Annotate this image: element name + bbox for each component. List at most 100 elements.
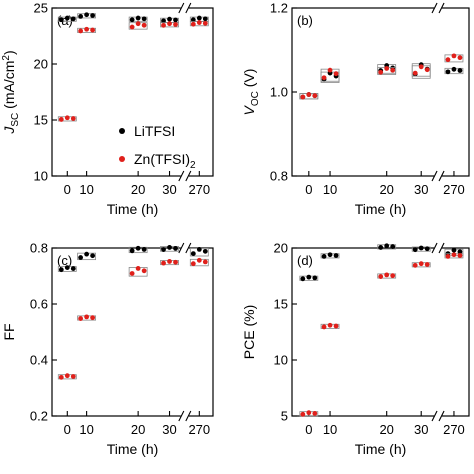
data-point-zntfsi: [306, 92, 312, 97]
data-point-litfsi: [321, 254, 327, 259]
data-point-litfsi: [202, 248, 208, 254]
data-point-litfsi: [384, 243, 390, 249]
top-axis-break-gap: [180, 3, 189, 13]
x-tick-label: 10: [323, 182, 337, 197]
bottom-axis-break-gap: [180, 411, 189, 421]
x-tick-label: 30: [414, 182, 428, 197]
data-point-zntfsi: [173, 22, 178, 27]
data-point-zntfsi: [202, 259, 208, 265]
data-point-litfsi: [327, 252, 333, 258]
data-point-zntfsi: [412, 262, 418, 268]
data-point-litfsi: [84, 251, 90, 257]
axis-break-mark: [438, 410, 445, 422]
data-point-zntfsi: [321, 75, 327, 81]
data-point-zntfsi: [190, 261, 196, 267]
x-tick-label: 20: [379, 182, 393, 197]
axis-break-mark: [178, 2, 185, 14]
panel-b: 0.8 1.0 1.2 0 10 20 30 270 Time (h) VOC (V) (b): [241, 1, 470, 217]
data-point-litfsi: [424, 246, 430, 252]
top-axis-break-gap: [180, 243, 189, 253]
data-point-zntfsi: [300, 411, 306, 417]
panel-d: 5 10 15 20 0 10 20 30 270 Time (h) PCE (%) (d): [241, 241, 470, 457]
y-tick-label: 15: [274, 297, 288, 312]
data-point-zntfsi: [451, 53, 457, 59]
data-point-zntfsi: [300, 94, 306, 100]
data-point-litfsi: [457, 249, 463, 255]
data-point-litfsi: [64, 265, 70, 270]
data-point-zntfsi: [129, 271, 135, 276]
data-point-litfsi: [64, 15, 70, 21]
data-point-litfsi: [167, 245, 172, 250]
x-tick-label: 0: [305, 182, 312, 197]
y-tick-label: 20: [274, 241, 288, 256]
data-point-zntfsi: [306, 410, 312, 416]
data-point-zntfsi: [58, 374, 64, 380]
y-tick-label: 10: [274, 353, 288, 368]
x-tick-label: 270: [443, 422, 465, 437]
plot-frame: [291, 7, 470, 177]
data-point-zntfsi: [141, 22, 147, 28]
panel-label: (d): [297, 253, 313, 268]
data-point-litfsi: [333, 253, 339, 258]
data-point-zntfsi: [135, 266, 141, 271]
axis-break-mark: [178, 170, 185, 182]
axis-break-mark: [178, 410, 185, 422]
y-tick-label: 0.8: [270, 169, 288, 184]
legend-marker: [119, 128, 125, 134]
data-point-zntfsi: [424, 262, 430, 267]
x-tick-label: 270: [188, 422, 210, 437]
data-point-litfsi: [141, 247, 147, 252]
data-point-litfsi: [135, 15, 141, 21]
y-tick-label: 1.2: [270, 1, 288, 16]
y-axis-label: PCE (%): [241, 305, 257, 359]
data-point-zntfsi: [390, 67, 396, 73]
data-point-litfsi: [70, 266, 76, 271]
data-point-zntfsi: [333, 323, 339, 329]
y-tick-label: 5: [281, 409, 288, 424]
y-axis-label: FF: [1, 323, 17, 340]
data-point-litfsi: [161, 247, 166, 252]
y-tick-label: 1.0: [270, 85, 288, 100]
data-point-litfsi: [58, 267, 64, 273]
axis-break-mark: [431, 170, 438, 182]
data-point-zntfsi: [384, 272, 390, 278]
axis-break-mark: [431, 242, 438, 254]
x-tick-label: 20: [131, 422, 145, 437]
legend-marker: [119, 156, 125, 162]
y-axis-label: VOC (V): [241, 69, 261, 116]
data-point-litfsi: [141, 16, 147, 22]
data-point-zntfsi: [424, 67, 430, 73]
data-point-zntfsi: [418, 64, 424, 70]
data-point-litfsi: [190, 17, 196, 23]
y-axis-label: JSC (mA/cm2): [1, 50, 21, 134]
data-point-zntfsi: [418, 261, 424, 267]
x-axis-label: Time (h): [355, 441, 407, 457]
data-point-litfsi: [457, 68, 463, 73]
x-tick-label: 270: [443, 182, 465, 197]
data-point-litfsi: [451, 247, 457, 253]
axis-break-mark: [431, 2, 438, 14]
legend-label: LiTFSI: [134, 123, 175, 139]
data-point-zntfsi: [312, 93, 318, 99]
data-point-litfsi: [412, 247, 418, 253]
data-point-zntfsi: [384, 66, 390, 71]
data-point-zntfsi: [70, 116, 76, 121]
data-point-zntfsi: [196, 20, 202, 25]
data-point-litfsi: [78, 255, 84, 260]
data-point-litfsi: [445, 69, 451, 75]
x-tick-label: 10: [323, 422, 337, 437]
data-point-zntfsi: [161, 22, 166, 28]
x-tick-label: 30: [162, 422, 176, 437]
data-point-litfsi: [312, 275, 318, 281]
x-tick-label: 0: [305, 422, 312, 437]
data-point-zntfsi: [84, 314, 90, 320]
data-point-zntfsi: [129, 24, 135, 30]
data-point-litfsi: [173, 17, 178, 23]
data-point-litfsi: [190, 251, 196, 256]
y-tick-label: 0.8: [30, 241, 48, 256]
data-point-zntfsi: [141, 268, 147, 274]
top-axis-break-gap: [434, 3, 443, 13]
y-tick-label: 15: [34, 113, 48, 128]
data-point-zntfsi: [451, 252, 457, 258]
